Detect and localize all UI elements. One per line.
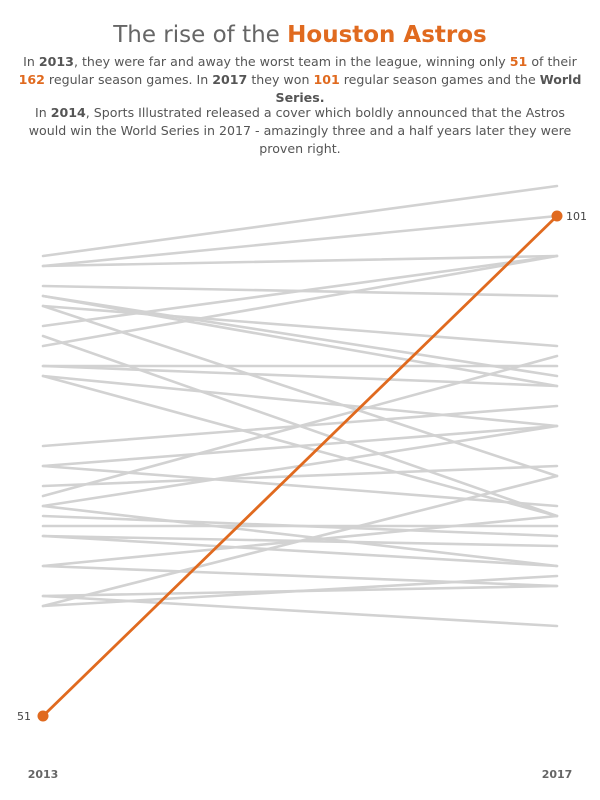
intro-paragraph-2: In 2014, Sports Illustrated released a c… [16,104,584,158]
astros-line [41,214,559,718]
team-line-1 [41,184,559,258]
astros-label-2017: 101 [566,210,587,223]
team-line-19 [41,464,559,488]
intro-text: regular season games. In [48,72,209,87]
team-line-6 [41,294,559,378]
astros-point-2013 [37,710,49,722]
other-teams-lines [41,184,559,628]
team-line-3 [41,214,559,268]
intro-text: of their [531,54,577,69]
astros-label-2013: 51 [17,710,31,723]
chart-title: The rise of the Houston Astros [0,22,600,48]
intro-text: , they were far and away the worst team … [73,54,506,69]
team-line-21 [41,504,559,568]
intro-wins-2013: 51 [509,54,528,69]
intro-text: In [35,105,47,120]
intro-text: , Sports Illustrated released a cover wh… [28,105,572,156]
intro-games-total: 162 [18,72,45,87]
intro-text: regular season games and the [343,72,536,87]
team-line-2 [41,254,559,268]
team-line-9 [41,254,559,328]
x-axis: 2013 2017 [28,768,573,781]
astros-point-2017 [551,210,563,222]
x-tick-label-2013: 2013 [28,768,59,781]
team-line-11 [41,254,559,348]
title-prefix: The rise of the [113,22,280,48]
team-line-25 [41,534,559,568]
team-line-31 [41,574,559,608]
intro-year-2014: 2014 [50,105,86,120]
intro-wins-2017: 101 [313,72,340,87]
astros-series: 51 101 [17,210,587,723]
intro-paragraph-1: In 2013, they were far and away the wors… [16,53,584,107]
intro-year-2017: 2017 [212,72,248,87]
team-line-32 [41,474,559,608]
team-line-28 [41,564,559,588]
team-line-15 [41,374,559,428]
x-tick-label-2017: 2017 [542,768,573,781]
team-line-13 [41,364,559,388]
title-team-name: Houston Astros [287,22,487,48]
team-line-5 [41,294,559,388]
team-line-17 [41,464,559,508]
intro-text: they won [251,72,310,87]
intro-world-series: World Series. [275,72,582,105]
team-line-20 [41,354,559,498]
team-line-8 [41,304,559,348]
team-line-7 [41,304,559,478]
team-line-18 [41,424,559,468]
intro-year-2013: 2013 [38,54,74,69]
intro-text: In [23,54,35,69]
